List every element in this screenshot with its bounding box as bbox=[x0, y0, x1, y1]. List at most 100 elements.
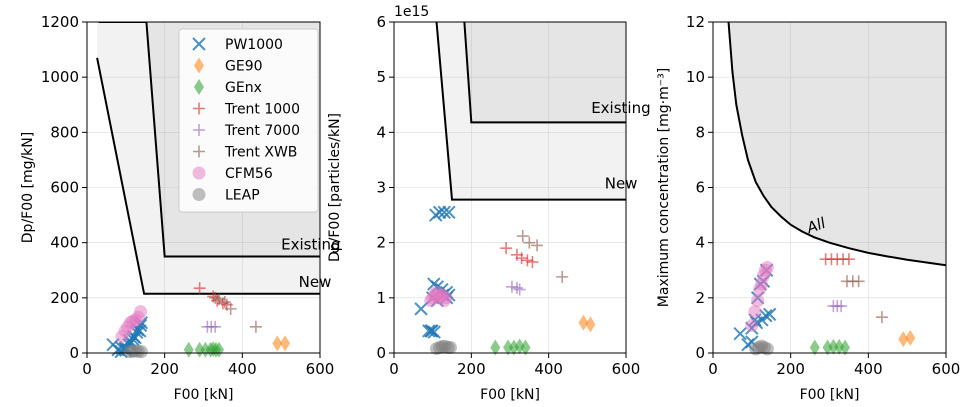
point-pw1000 bbox=[424, 324, 438, 338]
y-tick-label: 1200 bbox=[41, 13, 79, 31]
legend-marker bbox=[193, 124, 205, 136]
panel-dp-number: 0 200 400 600 0 1 2 3 4 5 6 F00 [kN] Dp/F00 [parti… bbox=[327, 4, 651, 403]
x-tick-label: 400 bbox=[854, 360, 883, 378]
point-trent-1000 bbox=[193, 282, 206, 295]
legend-marker bbox=[194, 79, 204, 95]
annotations: Existing New bbox=[591, 99, 650, 193]
point-genx bbox=[214, 341, 225, 358]
y-tick-label: 8 bbox=[695, 123, 705, 141]
point-genx bbox=[508, 339, 519, 356]
point-trent-1000 bbox=[500, 242, 513, 255]
point-genx bbox=[194, 341, 205, 358]
y-tick-label: 10 bbox=[686, 68, 705, 86]
y-tick-label: 2 bbox=[376, 234, 386, 252]
point-pw1000 bbox=[759, 309, 773, 323]
annotation-existing: Existing bbox=[281, 236, 340, 254]
boundaries bbox=[435, 22, 626, 201]
annotations: All bbox=[803, 214, 828, 238]
legend-box bbox=[178, 28, 319, 213]
legend-label: GE90 bbox=[225, 59, 263, 75]
legend-label: GEnx bbox=[225, 80, 262, 96]
boundaries bbox=[96, 22, 320, 295]
legend-marker bbox=[192, 166, 206, 180]
point-pw1000 bbox=[437, 205, 451, 220]
y-tick-label: 400 bbox=[50, 234, 79, 252]
point-pw1000 bbox=[128, 331, 142, 345]
legend-label: LEAP bbox=[225, 188, 260, 204]
point-genx bbox=[828, 338, 839, 355]
regions bbox=[436, 22, 626, 200]
point-trent-1000 bbox=[526, 255, 539, 268]
x-tick-label: 0 bbox=[389, 360, 399, 378]
boundaries bbox=[727, 22, 946, 267]
legend-marker bbox=[192, 188, 206, 201]
point-cfm56 bbox=[760, 260, 774, 274]
point-trent-xwb bbox=[531, 239, 544, 252]
legend-label: PW1000 bbox=[225, 37, 283, 53]
annotation-existing: Existing bbox=[591, 99, 650, 117]
y-tick-label: 4 bbox=[695, 234, 705, 252]
legend-label: Trent XWB bbox=[224, 145, 297, 161]
point-ge90 bbox=[272, 335, 283, 352]
y-tick-label: 6 bbox=[376, 13, 386, 31]
point-trent-xwb bbox=[218, 295, 231, 308]
point-trent-1000 bbox=[211, 294, 224, 307]
point-genx bbox=[822, 339, 833, 356]
y-tick-label: 6 bbox=[695, 179, 705, 197]
boundary-new bbox=[435, 22, 626, 201]
point-trent-xwb bbox=[249, 320, 262, 333]
point-trent-1000 bbox=[521, 254, 534, 267]
panel-dp-mass: 0 200 400 600 0 200 400 600 800 1000 1200 F00 [kN]… bbox=[20, 13, 341, 403]
data-points bbox=[106, 282, 291, 359]
point-trent-1000 bbox=[842, 253, 855, 266]
x-tick-label: 600 bbox=[932, 360, 961, 378]
boundary-new bbox=[96, 57, 320, 295]
point-cfm56 bbox=[745, 318, 759, 332]
legend-label: Trent 7000 bbox=[224, 123, 300, 139]
point-leap bbox=[134, 345, 148, 359]
point-leap bbox=[443, 340, 457, 354]
point-genx bbox=[200, 341, 211, 358]
point-genx bbox=[183, 341, 194, 358]
point-trent-1000 bbox=[515, 252, 528, 265]
y-tick-label: 0 bbox=[69, 344, 79, 362]
ticks: 0 200 400 600 0 1 2 3 4 5 6 bbox=[376, 13, 640, 378]
point-cfm56 bbox=[751, 294, 765, 308]
point-trent-xwb bbox=[516, 230, 529, 243]
legend-label: Trent 1000 bbox=[224, 102, 300, 118]
x-tick-label: 200 bbox=[457, 360, 486, 378]
point-ge90 bbox=[280, 335, 291, 352]
point-trent-xwb bbox=[852, 275, 865, 288]
y-tick-label: 0 bbox=[695, 344, 705, 362]
data-points bbox=[733, 253, 916, 356]
point-pw1000 bbox=[427, 325, 441, 339]
point-ge90 bbox=[898, 331, 909, 348]
x-axis-label: F00 [kN] bbox=[800, 387, 860, 403]
point-genx bbox=[834, 338, 845, 355]
point-trent-7000 bbox=[209, 320, 222, 333]
annotation-new: New bbox=[605, 175, 638, 193]
ticks: 0 200 400 600 0 200 400 600 800 1000 1200 bbox=[41, 13, 335, 378]
panel-max-concentration: 0 200 400 600 0 2 4 6 8 10 12 F00 [kN] Maximum con… bbox=[656, 13, 960, 403]
point-cfm56 bbox=[439, 291, 453, 305]
legend-marker bbox=[193, 102, 205, 115]
axis-offset-text: 1e15 bbox=[394, 4, 429, 20]
boundary-all bbox=[727, 22, 946, 267]
x-tick-label: 0 bbox=[708, 360, 718, 378]
x-axis-label: F00 [kN] bbox=[174, 387, 234, 403]
x-tick-label: 0 bbox=[82, 360, 92, 378]
point-ge90 bbox=[585, 316, 596, 333]
x-tick-label: 200 bbox=[150, 360, 179, 378]
region-existing bbox=[464, 22, 626, 123]
x-axis-label: F00 [kN] bbox=[480, 387, 540, 403]
regions bbox=[728, 22, 946, 266]
y-axis-label: Dp/F00 [particles/kN] bbox=[327, 113, 343, 262]
point-trent-xwb bbox=[224, 302, 237, 315]
legend-marker bbox=[194, 57, 204, 74]
x-tick-label: 400 bbox=[534, 360, 563, 378]
y-tick-label: 2 bbox=[695, 289, 705, 307]
point-cfm56 bbox=[134, 305, 148, 319]
point-pw1000 bbox=[442, 205, 456, 220]
point-genx bbox=[514, 338, 525, 355]
